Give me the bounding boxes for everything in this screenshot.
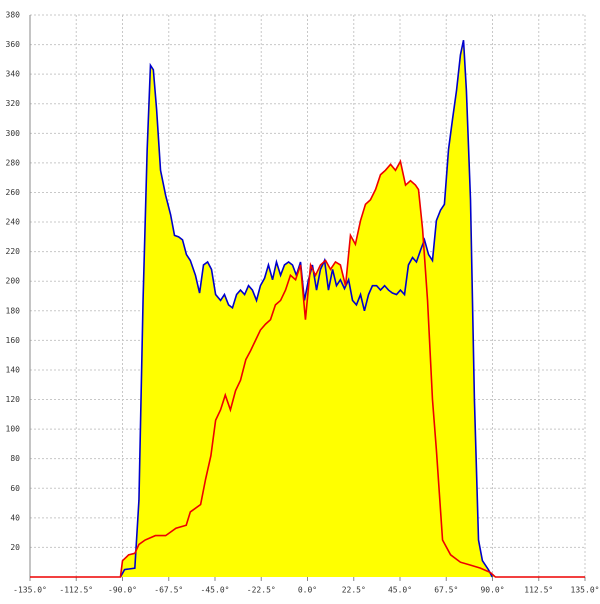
x-tick-label: 22.5° [342,586,366,595]
y-tick-label: 220 [6,247,21,256]
x-tick-label: 67.5° [434,586,458,595]
y-tick-label: 20 [10,543,20,552]
x-tick-label: 112.5° [524,586,553,595]
y-tick-label: 260 [6,188,21,197]
y-tick-label: 300 [6,129,21,138]
y-tick-label: 280 [6,158,21,167]
y-tick-label: 40 [10,513,20,522]
x-tick-label: 0.0° [298,586,317,595]
x-tick-label: 135.0° [571,586,600,595]
x-tick-label: -45.0° [201,586,230,595]
line [30,159,585,578]
y-tick-label: 100 [6,425,21,434]
y-tick-label: 360 [6,40,21,49]
y-tick-label: 60 [10,484,20,493]
x-tick-label: -90.0° [108,586,137,595]
x-tick-label: -112.5° [59,586,93,595]
x-tick-label: -22.5° [247,586,276,595]
y-tick-label: 140 [6,365,21,374]
y-tick-label: 240 [6,218,21,227]
y-tick-label: 120 [6,395,21,404]
x-tick-label: 90.0° [480,586,504,595]
x-tick-label: -67.5° [154,586,183,595]
x-tick-label: -135.0° [13,586,47,595]
x-tick-label: 45.0° [388,586,412,595]
area [30,161,585,578]
y-tick-label: 340 [6,70,21,79]
y-tick-label: 80 [10,454,20,463]
y-tick-label: 180 [6,306,21,315]
y-tick-label: 160 [6,336,21,345]
y-tick-label: 320 [6,99,21,108]
y-tick-label: 200 [6,277,21,286]
y-tick-label: 380 [6,11,21,20]
